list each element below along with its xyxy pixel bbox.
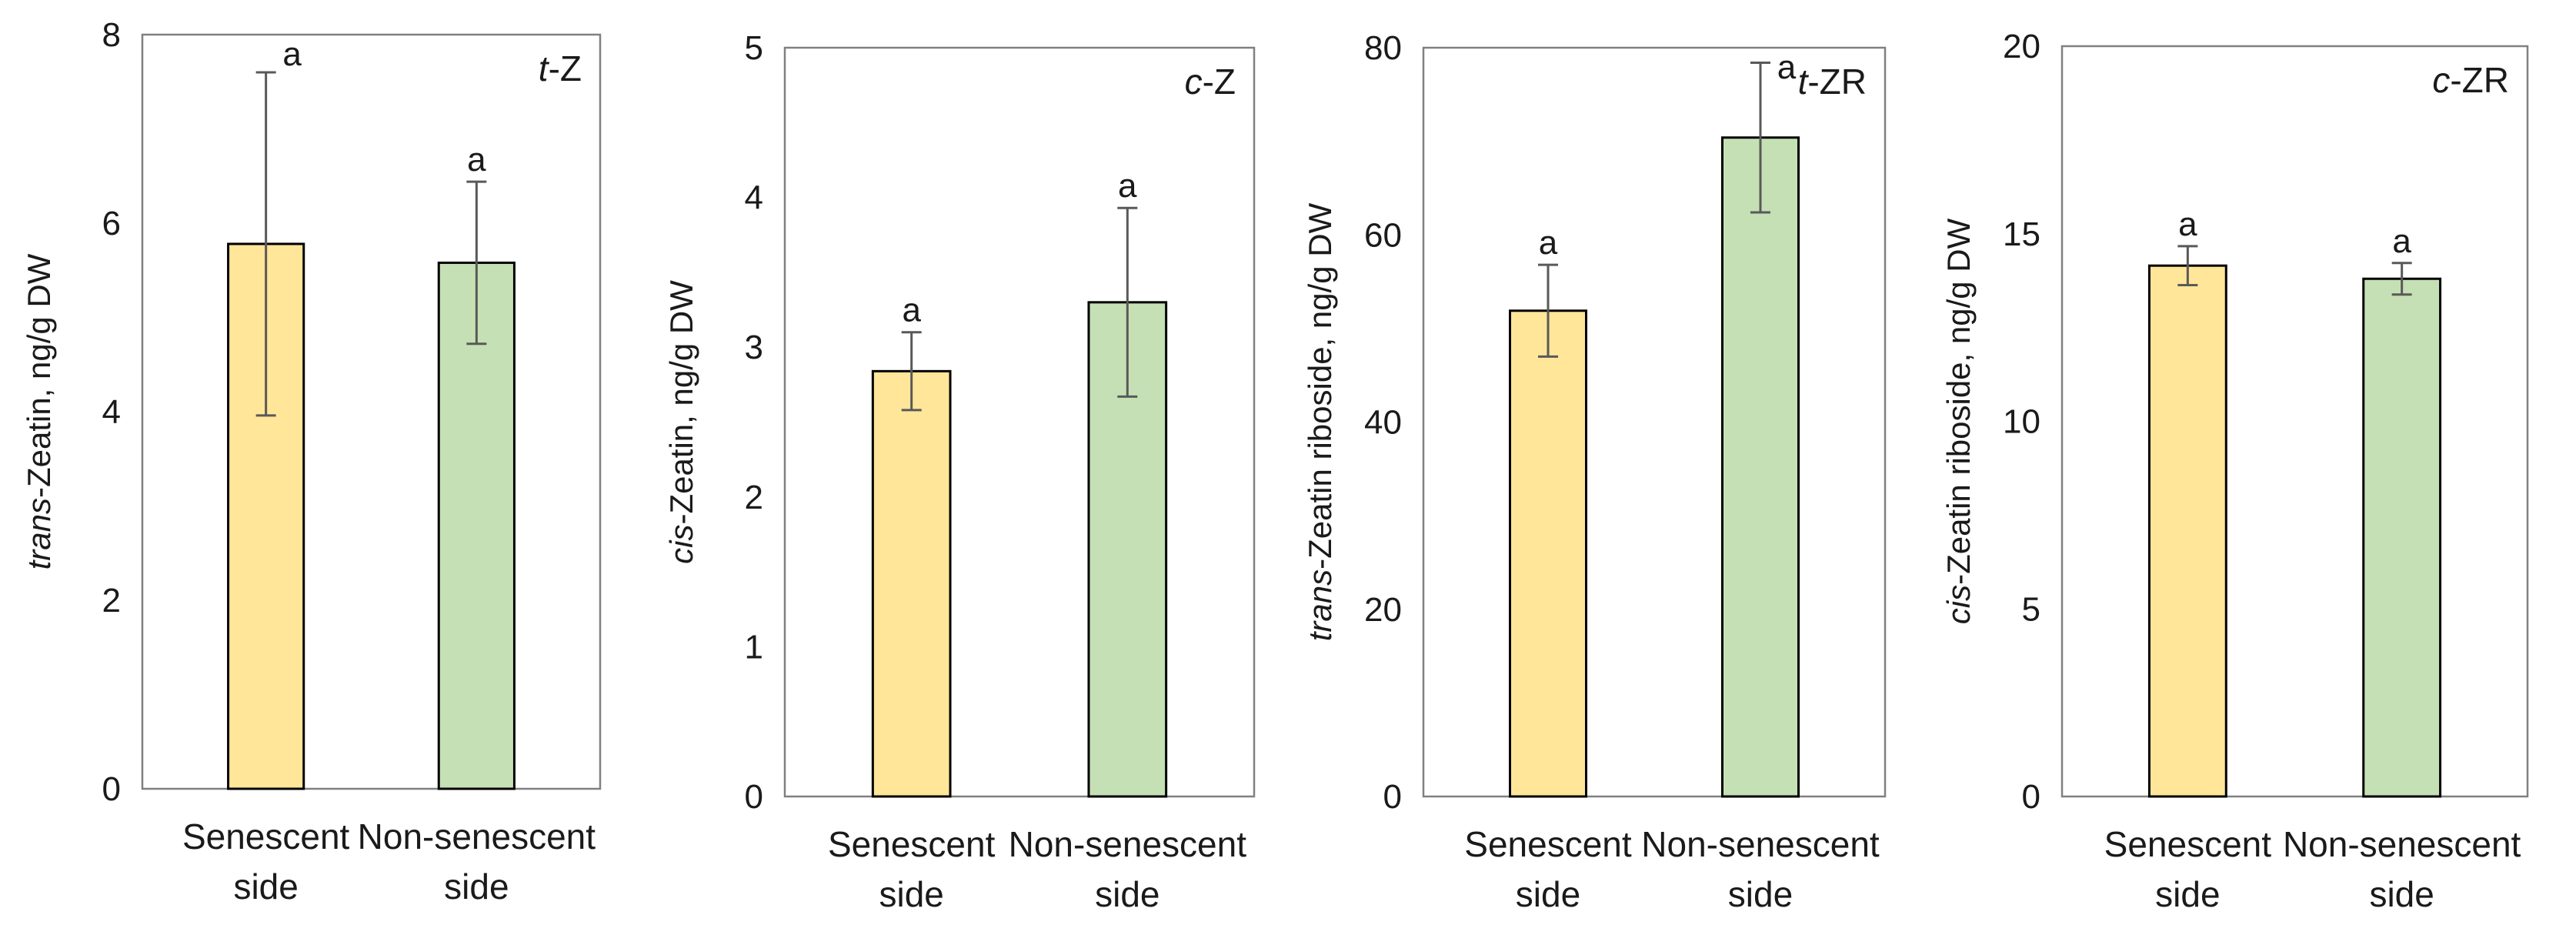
panel-tag: t-Z	[539, 48, 582, 88]
y-axis-label: cis-Zeatin, ng/g DW	[663, 280, 699, 564]
y-tick-label: 80	[1364, 29, 1402, 67]
y-tick-label: 1	[745, 628, 763, 666]
x-category-label: Senescent	[182, 816, 350, 857]
y-axis-label-italic: trans	[1302, 569, 1338, 641]
panel-tag: c-ZR	[2432, 60, 2509, 100]
y-axis-label-text: -Zeatin, ng/g DW	[663, 280, 699, 525]
x-category-label: side	[444, 867, 509, 907]
y-tick-label: 40	[1364, 404, 1402, 442]
y-tick-label: 10	[2003, 403, 2040, 441]
x-category-label: Non-senescent	[358, 816, 596, 857]
y-tick-label: 0	[745, 778, 763, 816]
significance-label: a	[282, 35, 302, 73]
panel-tag-text: -ZR	[1807, 62, 1867, 102]
y-axis-label-text: -Zeatin riboside, ng/g DW	[1302, 202, 1338, 569]
y-tick-label: 2	[102, 582, 121, 619]
x-category-label: Senescent	[1464, 824, 1632, 864]
y-axis-label-text: -Zeatin riboside, ng/g DW	[1940, 218, 1977, 585]
chart-panel-1: 0 2 4 6 8 trans-Zeatin, ng/g DW t-Z a Senescent s…	[21, 16, 602, 907]
x-category-label: side	[233, 867, 298, 907]
panel-tag-italic: t	[1798, 62, 1810, 102]
panel-tag: t-ZR	[1798, 62, 1867, 102]
panel-tag-italic: c	[1185, 62, 1203, 102]
y-tick-label: 20	[2003, 28, 2040, 65]
y-tick-label: 2	[745, 479, 763, 516]
plot-frame	[783, 46, 1256, 798]
y-axis-label-text: -Zeatin, ng/g DW	[21, 253, 57, 498]
x-category-label: Non-senescent	[1009, 824, 1247, 864]
y-tick-label: 0	[2022, 778, 2040, 816]
panel-tag-italic: c	[2432, 60, 2450, 100]
plot-frame	[2060, 45, 2529, 798]
y-axis-label-italic: cis	[1940, 585, 1977, 624]
panel-tag-text: -Z	[549, 48, 582, 88]
bar	[437, 261, 516, 790]
bar	[1509, 309, 1587, 798]
bar	[227, 242, 305, 790]
significance-label: a	[1777, 48, 1797, 86]
y-tick-label: 3	[745, 329, 763, 366]
y-tick-label: 6	[102, 205, 121, 242]
y-axis-label-italic: trans	[21, 498, 57, 569]
panel-tag-italic: t	[539, 48, 550, 88]
y-tick-label: 4	[745, 179, 763, 217]
x-category-label: Non-senescent	[1641, 824, 1880, 864]
y-axis-label: trans-Zeatin riboside, ng/g DW	[1302, 202, 1338, 641]
bar	[871, 369, 952, 798]
x-category-label: side	[1516, 874, 1580, 914]
y-axis-label: cis-Zeatin riboside, ng/g DW	[1940, 218, 1977, 624]
x-category-label: Non-senescent	[2283, 824, 2521, 864]
significance-label: a	[467, 141, 486, 179]
y-tick-label: 5	[2022, 590, 2040, 628]
significance-label: a	[2392, 222, 2411, 260]
panel-tag-text: -Z	[1203, 62, 1236, 102]
y-tick-label: 0	[102, 770, 121, 808]
x-category-label: side	[1095, 874, 1160, 914]
y-tick-label: 8	[102, 16, 121, 54]
x-category-label: Senescent	[828, 824, 996, 864]
y-tick-label: 15	[2003, 215, 2040, 253]
y-tick-label: 0	[1383, 778, 1402, 816]
panel-tag-text: -ZR	[2450, 60, 2509, 100]
significance-label: a	[1539, 224, 1558, 262]
x-category-label: side	[2369, 874, 2434, 914]
x-category-label: side	[879, 874, 944, 914]
chart-panel-2: 0 1 2 3 4 5 cis-Zeatin, ng/g DW c-Z a Senescent si…	[663, 29, 1256, 914]
plot-frame	[1422, 46, 1887, 798]
significance-label: a	[902, 292, 921, 329]
plot-frame	[141, 33, 602, 790]
bar	[2362, 277, 2442, 798]
x-category-label: side	[2155, 874, 2220, 914]
y-tick-label: 20	[1364, 591, 1402, 629]
x-category-label: side	[1728, 874, 1793, 914]
bar	[1721, 136, 1800, 798]
chart-panel-4: 0 5 10 15 20 cis-Zeatin riboside, ng/g DW c-ZR…	[1940, 28, 2529, 914]
y-tick-label: 4	[102, 393, 121, 431]
x-category-label: Senescent	[2104, 824, 2272, 864]
y-tick-label: 60	[1364, 216, 1402, 254]
y-axis-label: trans-Zeatin, ng/g DW	[21, 253, 57, 569]
bar	[2147, 264, 2227, 798]
y-axis-label-italic: cis	[663, 525, 699, 564]
significance-label: a	[2178, 205, 2197, 243]
significance-label: a	[1118, 167, 1137, 205]
y-tick-label: 5	[745, 29, 763, 67]
panel-tag: c-Z	[1185, 62, 1236, 102]
